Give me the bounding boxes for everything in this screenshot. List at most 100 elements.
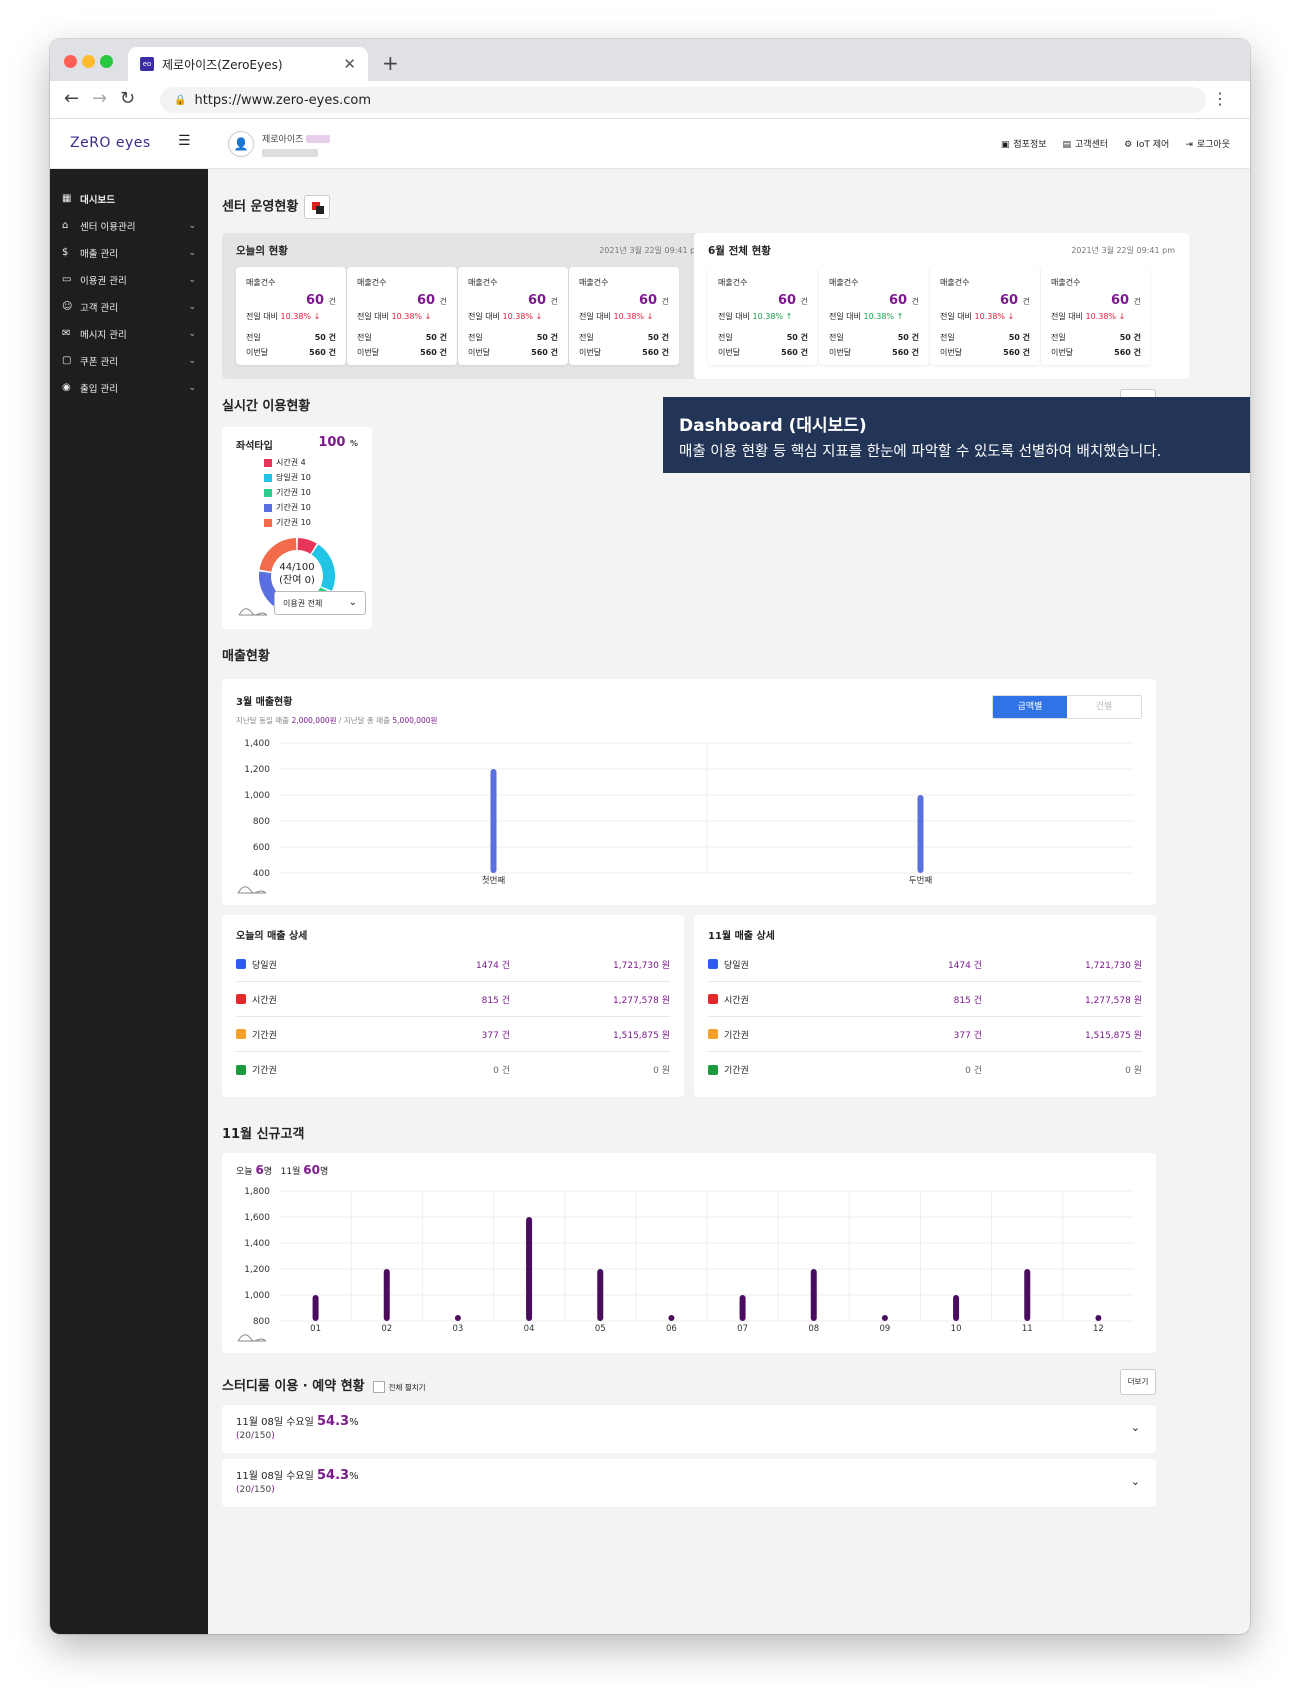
ticket-type-select[interactable]: 이용권 전체 ⌄ xyxy=(274,591,366,615)
y-tick-label: 1,200 xyxy=(244,765,270,775)
reload-icon[interactable]: ↻ xyxy=(120,88,136,109)
sidebar-item-dashboard[interactable]: ▦ 대시보드 xyxy=(62,193,115,206)
redacted-text xyxy=(262,148,318,157)
legend-item: 기간권 10 xyxy=(264,487,311,498)
chevron-down-icon: ⌄ xyxy=(188,247,196,258)
redacted-text xyxy=(306,135,331,143)
x-tick-label: 03 xyxy=(453,1324,464,1334)
close-tab-icon[interactable]: ✕ xyxy=(343,55,356,73)
close-window-button[interactable] xyxy=(64,55,77,68)
legend-item: 시간권 4 xyxy=(264,457,306,468)
banner-subtitle: 매출 이용 현황 등 핵심 지표를 한눈에 파악할 수 있도록 선별하여 배치했… xyxy=(679,444,1162,460)
toggle-amount[interactable]: 금액별 xyxy=(993,696,1067,718)
arrow-up-icon: ↑ xyxy=(785,312,793,321)
sidebar-item-ticket[interactable]: ▭ 이용권 관리 ⌄ xyxy=(62,274,196,287)
detail-row: 당일권 1474 건 1,721,730 원 xyxy=(708,947,1142,982)
today-detail-title: 오늘의 매출 상세 xyxy=(236,931,308,942)
section-title-ops: 센터 운영현황 xyxy=(222,195,331,219)
sidebar-item-message[interactable]: ✉ 메시지 관리 ⌄ xyxy=(62,328,196,341)
bar xyxy=(1095,1315,1102,1321)
studyroom-more-button[interactable]: 더보기 xyxy=(1120,1369,1156,1395)
expand-all-checkbox[interactable] xyxy=(372,1380,385,1393)
back-icon[interactable]: ← xyxy=(64,88,80,109)
stat-row: 이번달 560 건 xyxy=(829,348,919,357)
chevron-down-icon: ⌄ xyxy=(188,220,196,231)
legend-swatch xyxy=(264,473,272,482)
sidebar-item-coupon[interactable]: ▢ 쿠폰 관리 ⌄ xyxy=(62,355,196,368)
maximize-window-button[interactable] xyxy=(100,55,113,68)
stat-row: 전일 50 건 xyxy=(579,333,669,342)
arrow-down-icon: ↓ xyxy=(646,312,654,321)
bar xyxy=(881,1315,888,1321)
arrow-down-icon: ↓ xyxy=(535,312,543,321)
banner-title: Dashboard (대시보드) xyxy=(679,416,867,436)
stat-compare: 전일 대비 10.38% ↓ xyxy=(246,312,321,321)
sidebar-item-center[interactable]: ⌂ 센터 이용관리 ⌄ xyxy=(62,220,196,233)
sidebar-item-customer[interactable]: ☺ 고객 관리 ⌄ xyxy=(62,301,196,314)
avatar: 👤 xyxy=(228,131,254,157)
legend-swatch xyxy=(264,503,272,512)
hamburger-icon[interactable]: ☰ xyxy=(178,133,191,149)
home-icon: ⌂ xyxy=(62,220,69,231)
coupon-icon: ▢ xyxy=(62,355,72,366)
mail-icon: ✉ xyxy=(62,328,71,339)
toggle-count[interactable]: 건별 xyxy=(1067,696,1141,718)
user-profile[interactable]: 👤 제로아이즈 xyxy=(228,131,331,157)
sidebar-item-sales[interactable]: $ 매출 관리 ⌄ xyxy=(62,247,196,260)
arrow-down-icon: ↓ xyxy=(1007,312,1015,321)
chart-wave-icon xyxy=(237,1334,267,1342)
bar xyxy=(1024,1269,1031,1321)
ticket-color-swatch xyxy=(708,959,718,969)
logout-link[interactable]: ⇥ 로그아웃 xyxy=(1185,140,1230,150)
logo[interactable]: ZeRO eyes xyxy=(70,135,151,151)
new-tab-icon[interactable]: + xyxy=(382,51,399,75)
studyroom-item[interactable]: 11월 08일 수요일 54.3% (20/150) ⌄ xyxy=(222,1459,1156,1507)
browser-tab[interactable]: eo 제로아이즈(ZeroEyes) ✕ xyxy=(128,47,368,81)
store-info-link[interactable]: ▣ 점포정보 xyxy=(1000,140,1047,150)
x-tick-label: 11 xyxy=(1022,1324,1033,1334)
y-tick-label: 400 xyxy=(253,869,270,879)
arrow-down-icon: ↓ xyxy=(313,312,321,321)
stat-row: 전일 50 건 xyxy=(246,333,336,342)
app: ZeRO eyes ☰ 👤 제로아이즈 ▣ 점포정보 ▤ 고객센터 ⚙ IoT 제어 … xyxy=(50,119,1250,1634)
stat-row: 전일 50 건 xyxy=(1051,333,1141,342)
x-tick-label: 첫번째 xyxy=(482,876,506,886)
stat-compare: 전일 대비 10.38% ↓ xyxy=(468,312,543,321)
detail-row: 시간권 815 건 1,277,578 원 xyxy=(708,982,1142,1017)
bar xyxy=(953,1295,960,1321)
bar xyxy=(810,1269,817,1321)
chevron-down-icon[interactable]: ⌄ xyxy=(1130,1421,1140,1434)
stat-compare: 전일 대비 10.38% ↓ xyxy=(1051,312,1126,321)
sidebar-item-access[interactable]: ◉ 출입 관리 ⌄ xyxy=(62,382,196,395)
dashboard-icon: ▦ xyxy=(62,193,72,204)
kebab-menu-icon[interactable]: ⋮ xyxy=(1212,89,1228,108)
bar xyxy=(597,1269,604,1321)
stat-card: 매출건수 60 건 전일 대비 10.38% ↓ 전일 50 건 이번달 560 건 xyxy=(930,267,1040,365)
url-field[interactable]: 🔒 https://www.zero-eyes.com xyxy=(160,87,1206,113)
stat-row: 이번달 560 건 xyxy=(468,348,558,357)
stat-label: 매출건수 xyxy=(468,278,498,287)
arrow-down-icon: ↓ xyxy=(1118,312,1126,321)
arrow-up-icon: ↑ xyxy=(896,312,904,321)
today-date: 2021년 3월 22일 09:41 pm xyxy=(599,246,703,255)
tab-strip: eo 제로아이즈(ZeroEyes) ✕ + xyxy=(50,39,1250,81)
sales-chart-card: 3월 매출현황 지난달 동일 매출 2,000,000원 / 지난달 총 매출 … xyxy=(222,679,1156,905)
ops-icon-button[interactable] xyxy=(304,195,331,219)
user-label: 제로아이즈 xyxy=(262,134,304,145)
favicon-icon: eo xyxy=(140,57,154,71)
chevron-down-icon[interactable]: ⌄ xyxy=(1130,1475,1140,1488)
stat-row: 이번달 560 건 xyxy=(246,348,336,357)
bar xyxy=(668,1315,675,1321)
donut-slice xyxy=(259,538,297,573)
ticket-color-swatch xyxy=(236,1064,246,1075)
chevron-down-icon: ⌄ xyxy=(188,382,196,393)
iot-link[interactable]: ⚙ IoT 제어 xyxy=(1124,140,1170,150)
user-icon: ☺ xyxy=(62,301,73,312)
forward-icon[interactable]: → xyxy=(92,88,108,109)
logout-icon: ⇥ xyxy=(1185,140,1193,150)
detail-row: 기간권 377 건 1,515,875 원 xyxy=(236,1017,670,1052)
amount-count-toggle: 금액별 건별 xyxy=(992,695,1142,719)
studyroom-item[interactable]: 11월 08일 수요일 54.3% (20/150) ⌄ xyxy=(222,1405,1156,1453)
minimize-window-button[interactable] xyxy=(82,55,95,68)
support-link[interactable]: ▤ 고객센터 xyxy=(1062,140,1109,150)
